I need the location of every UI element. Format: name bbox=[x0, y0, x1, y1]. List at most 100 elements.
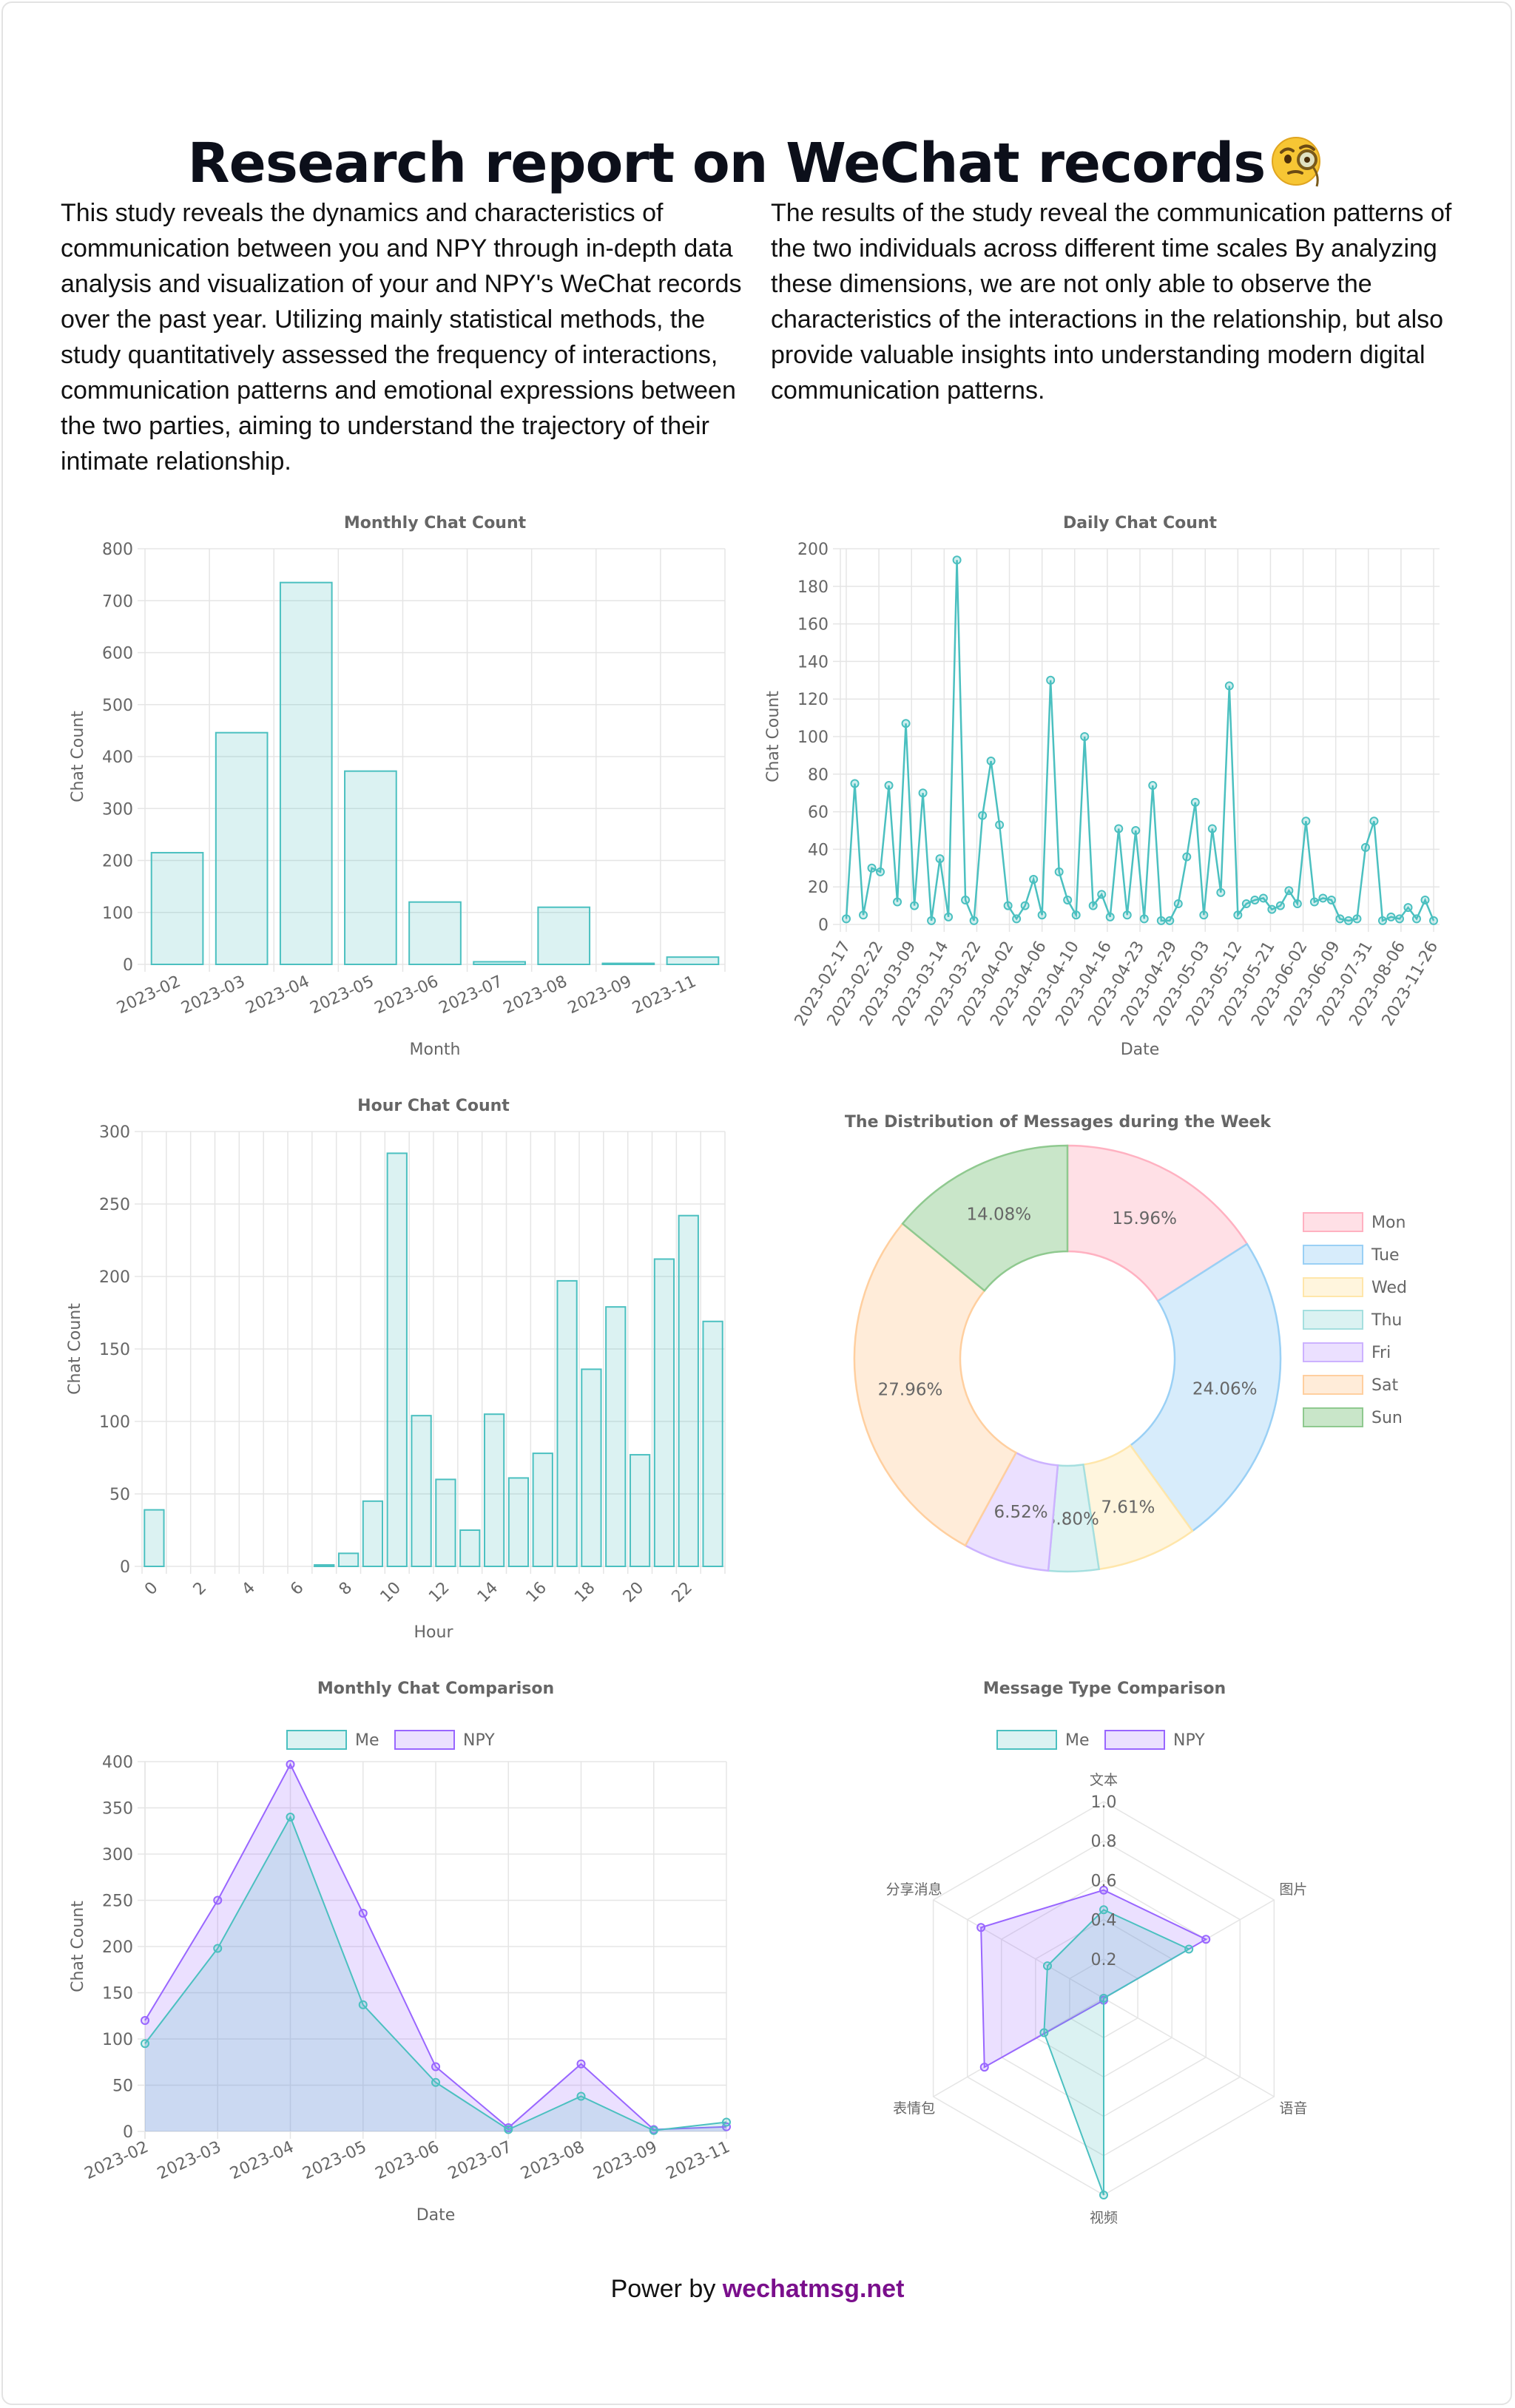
x-tick-label: 2023-02 bbox=[82, 2138, 152, 2184]
radar-tick-label: 0.2 bbox=[1091, 1951, 1117, 1969]
page-title: Research report on WeChat records bbox=[0, 130, 1515, 195]
x-tick-label: 2023-03 bbox=[155, 2138, 224, 2184]
bar bbox=[279, 581, 333, 966]
x-tick-label: 22 bbox=[669, 1579, 696, 1606]
data-point bbox=[918, 788, 928, 798]
data-point bbox=[1394, 914, 1404, 924]
x-tick-label: 8 bbox=[336, 1579, 357, 1600]
y-tick-label: 180 bbox=[797, 578, 829, 597]
data-point bbox=[1088, 901, 1098, 910]
y-tick-label: 80 bbox=[808, 766, 829, 785]
bar bbox=[408, 901, 462, 966]
x-tick-label: 18 bbox=[571, 1579, 598, 1606]
y-tick-label: 100 bbox=[99, 1413, 130, 1432]
monthly-chat-comparison-chart: Monthly Chat Comparison 0 50 100 150 200 250 30… bbox=[69, 1680, 733, 2225]
series-line bbox=[144, 1762, 727, 2131]
bar bbox=[581, 1368, 602, 1567]
slice-value-label: 27.96% bbox=[878, 1380, 943, 1399]
data-point bbox=[431, 2077, 440, 2087]
data-point bbox=[1352, 914, 1362, 924]
slice-value-label: 7.61% bbox=[1101, 1498, 1155, 1517]
data-point bbox=[1301, 816, 1311, 826]
weekly-distribution-chart: The Distribution of Messages during the … bbox=[845, 1113, 1407, 1573]
chart-title: Monthly Chat Comparison bbox=[317, 1680, 554, 1698]
data-point bbox=[927, 916, 937, 925]
y-tick-label: 0 bbox=[120, 1558, 130, 1577]
bar bbox=[362, 1500, 384, 1567]
data-point bbox=[286, 1759, 295, 1769]
data-point bbox=[1037, 910, 1047, 920]
pie-slice bbox=[1129, 1242, 1282, 1532]
data-point bbox=[944, 912, 954, 921]
data-point bbox=[1403, 903, 1413, 913]
data-point bbox=[1258, 893, 1268, 903]
x-tick-label: 2023-09 bbox=[590, 2138, 660, 2184]
pie-slice bbox=[901, 1144, 1069, 1292]
series-line bbox=[845, 560, 1435, 922]
intro-paragraph-right: The results of the study reveal the comm… bbox=[771, 199, 1452, 405]
pie-slice bbox=[1066, 1144, 1249, 1302]
series-line bbox=[144, 1815, 727, 2131]
data-point bbox=[1156, 916, 1166, 925]
data-point bbox=[859, 910, 868, 920]
bar bbox=[344, 770, 397, 965]
data-point bbox=[979, 2063, 989, 2072]
y-axis-title: Chat Count bbox=[764, 691, 783, 782]
daily-chat-count-chart: Daily Chat Count 0 20 40 60 80 100 120 140 160 180… bbox=[764, 514, 1442, 1059]
data-point bbox=[141, 2039, 149, 2049]
data-point bbox=[1241, 899, 1251, 909]
data-point bbox=[1139, 914, 1149, 924]
y-tick-label: 100 bbox=[797, 728, 829, 747]
x-tick-label: 2023-05 bbox=[308, 973, 377, 1018]
data-point bbox=[1275, 901, 1285, 910]
legend-label: Sat bbox=[1371, 1376, 1398, 1395]
data-point bbox=[1114, 824, 1124, 833]
bar bbox=[507, 1477, 530, 1567]
data-point bbox=[1054, 867, 1064, 876]
legend-label: Me bbox=[355, 1731, 379, 1750]
data-point bbox=[1131, 826, 1141, 835]
x-tick-label: 2023-03 bbox=[178, 973, 248, 1018]
footer-link[interactable]: wechatmsg.net bbox=[722, 2275, 905, 2303]
radar-axis-label: 视频 bbox=[1090, 2210, 1118, 2226]
y-tick-label: 400 bbox=[102, 748, 133, 767]
y-tick-label: 300 bbox=[102, 800, 133, 819]
y-tick-label: 200 bbox=[797, 541, 829, 559]
data-point bbox=[935, 854, 945, 864]
bar bbox=[537, 906, 591, 965]
y-tick-label: 60 bbox=[808, 804, 829, 822]
data-point bbox=[893, 897, 902, 907]
data-point bbox=[1199, 910, 1209, 920]
data-point bbox=[1099, 1885, 1108, 1895]
legend-label: Me bbox=[1065, 1731, 1090, 1750]
data-point bbox=[1420, 895, 1430, 904]
radar-axis-label: 表情包 bbox=[893, 2100, 935, 2117]
y-tick-label: 200 bbox=[99, 1268, 130, 1287]
y-tick-label: 140 bbox=[797, 653, 829, 672]
data-point bbox=[876, 867, 885, 876]
bar bbox=[215, 731, 269, 965]
data-point bbox=[576, 2091, 586, 2101]
y-tick-label: 50 bbox=[112, 2077, 133, 2096]
legend-swatch bbox=[1303, 1407, 1363, 1427]
legend-label: NPY bbox=[463, 1731, 495, 1750]
data-point bbox=[1020, 901, 1030, 910]
data-point bbox=[1335, 914, 1345, 924]
radar-axis-label: 图片 bbox=[1279, 1881, 1307, 1898]
x-tick-label: 2 bbox=[190, 1579, 211, 1600]
slice-value-label: 6.52% bbox=[994, 1503, 1048, 1522]
chart-title: Hour Chat Count bbox=[357, 1097, 510, 1115]
bar bbox=[556, 1279, 578, 1567]
x-tick-label: 2023-11 bbox=[630, 973, 699, 1018]
data-point bbox=[901, 719, 911, 728]
bar bbox=[314, 1564, 335, 1567]
footer: Power by wechatmsg.net bbox=[0, 2275, 1515, 2304]
data-point bbox=[1318, 893, 1328, 903]
y-tick-label: 0 bbox=[818, 916, 829, 935]
x-tick-label: 2023-08 bbox=[501, 973, 570, 1018]
data-point bbox=[141, 2016, 149, 2025]
x-axis-title: Hour bbox=[414, 1623, 454, 1642]
data-point bbox=[1097, 890, 1107, 899]
legend-label: Thu bbox=[1371, 1311, 1402, 1330]
data-point bbox=[213, 1895, 223, 1905]
